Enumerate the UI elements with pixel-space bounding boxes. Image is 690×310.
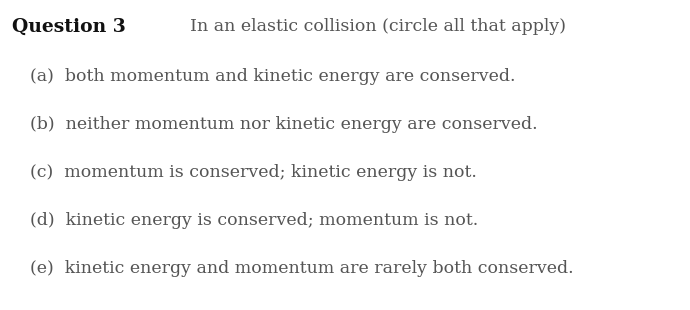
Text: Question 3: Question 3 [12, 18, 126, 36]
Text: (c)  momentum is conserved; kinetic energy is not.: (c) momentum is conserved; kinetic energ… [30, 164, 477, 181]
Text: (e)  kinetic energy and momentum are rarely both conserved.: (e) kinetic energy and momentum are rare… [30, 260, 573, 277]
Text: (a)  both momentum and kinetic energy are conserved.: (a) both momentum and kinetic energy are… [30, 68, 515, 85]
Text: (d)  kinetic energy is conserved; momentum is not.: (d) kinetic energy is conserved; momentu… [30, 212, 478, 229]
Text: (b)  neither momentum nor kinetic energy are conserved.: (b) neither momentum nor kinetic energy … [30, 116, 538, 133]
Text: In an elastic collision (circle all that apply): In an elastic collision (circle all that… [190, 18, 566, 35]
